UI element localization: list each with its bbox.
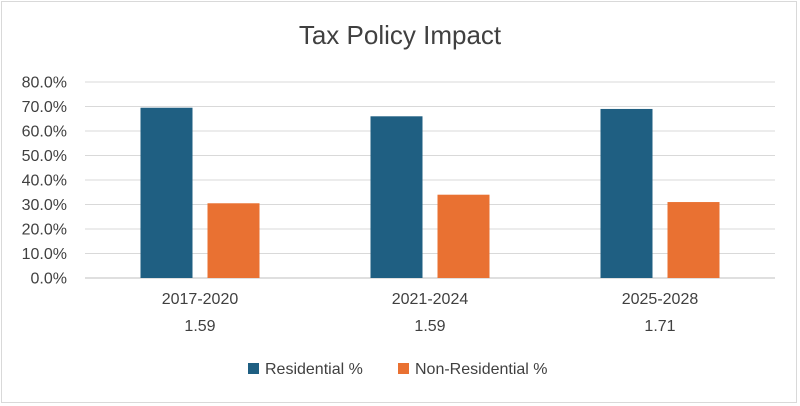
chart-title: Tax Policy Impact [299, 20, 502, 50]
bar-residential [370, 116, 423, 278]
legend-label: Non-Residential % [415, 361, 548, 378]
legend-label: Residential % [265, 361, 363, 378]
bar-non-residential [667, 202, 720, 278]
y-tick-label: 70.0% [22, 99, 67, 116]
x-axis-labels: 2017-2020 1.59 2021-2024 1.59 2025-2028 1.71 [162, 291, 699, 335]
x-category-label: 2021-2024 [392, 291, 469, 308]
y-tick-label: 30.0% [22, 197, 67, 214]
y-tick-label: 40.0% [22, 173, 67, 190]
bar-non-residential [437, 194, 490, 278]
bar-residential [600, 108, 653, 278]
bars [140, 107, 720, 278]
bar-non-residential [207, 203, 260, 278]
gridlines [85, 81, 775, 279]
bar-residential [140, 107, 193, 278]
y-tick-label: 80.0% [22, 75, 67, 92]
legend-swatch [398, 363, 409, 374]
x-category-sublabel: 1.71 [644, 318, 675, 335]
y-tick-label: 50.0% [22, 148, 67, 165]
y-tick-label: 10.0% [22, 246, 67, 263]
x-category-sublabel: 1.59 [184, 318, 215, 335]
y-tick-label: 0.0% [31, 271, 67, 288]
y-tick-label: 20.0% [22, 222, 67, 239]
legend: Residential % Non-Residential % [248, 361, 548, 378]
y-axis-ticks: 0.0% 10.0% 20.0% 30.0% 40.0% 50.0% 60.0% 70.0% 8… [22, 75, 67, 288]
x-category-label: 2017-2020 [162, 291, 239, 308]
legend-swatch [248, 363, 259, 374]
y-tick-label: 60.0% [22, 124, 67, 141]
x-category-label: 2025-2028 [622, 291, 699, 308]
x-category-sublabel: 1.59 [414, 318, 445, 335]
